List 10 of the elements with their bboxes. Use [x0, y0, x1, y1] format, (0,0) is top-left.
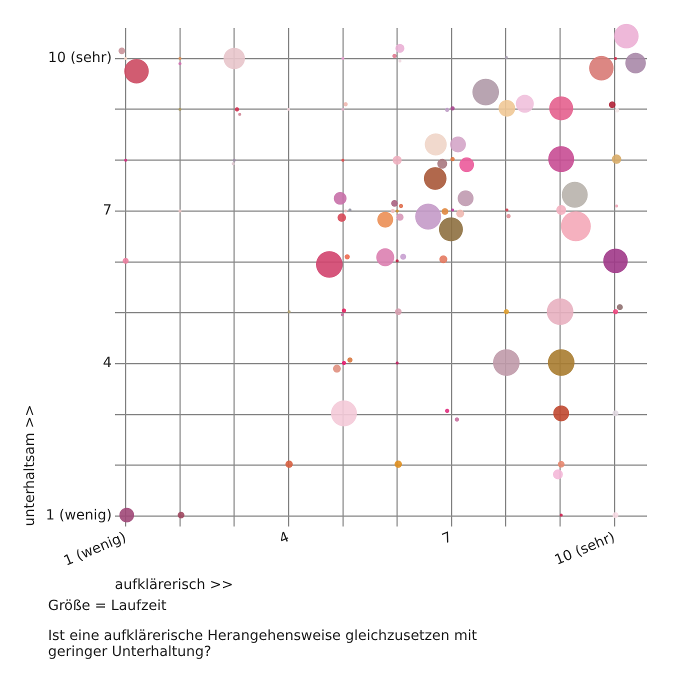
y-tick-label: 1 (wenig)	[46, 508, 112, 524]
y-tick-label: 10 (sehr)	[48, 50, 112, 66]
y-axis-title: unterhaltsam >>	[22, 404, 38, 526]
text: Ist eine aufklärerische Herangehensweise gleichzusetzen mit geringer Unterhaltung?	[48, 628, 478, 660]
x-axis-title: aufklärerisch >>	[114, 577, 234, 594]
x-tick-label: 7	[440, 529, 454, 548]
y-tick-label: 4	[102, 355, 112, 372]
y-tick-label: 7	[102, 202, 112, 219]
text: Größe = Laufzeit	[48, 598, 168, 614]
x-tick-label: 4	[277, 529, 292, 548]
